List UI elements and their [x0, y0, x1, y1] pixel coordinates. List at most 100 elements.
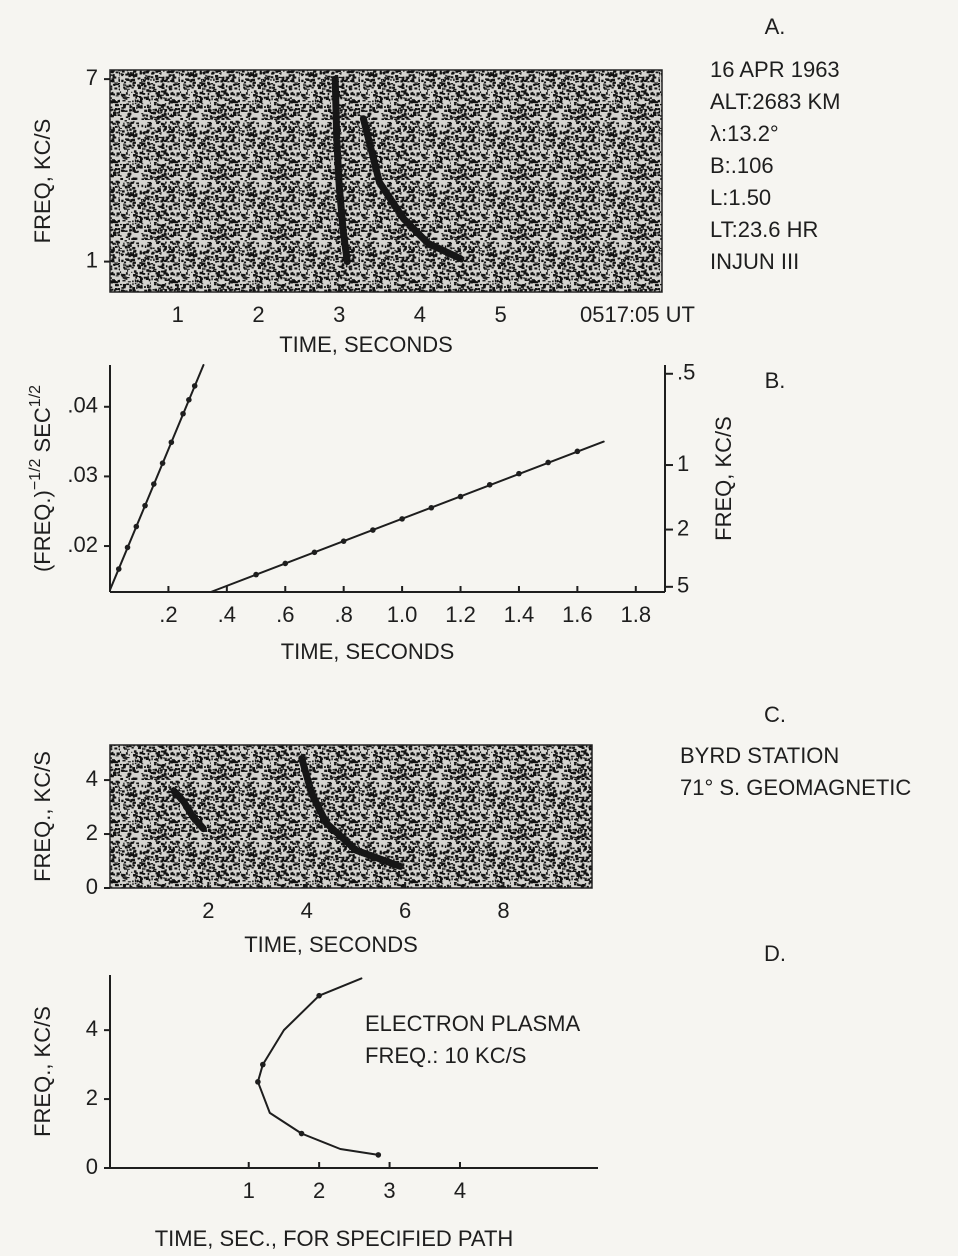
- data-point: [370, 527, 376, 533]
- data-point: [260, 1061, 266, 1068]
- data-point: [151, 481, 157, 487]
- panel-label: A.: [765, 14, 786, 39]
- x-tick-label: .6: [276, 602, 294, 627]
- data-point: [159, 460, 166, 466]
- data-point: [486, 481, 493, 488]
- spectrogram-noise: [110, 70, 662, 292]
- annotation: ALT:2683 KM: [710, 89, 840, 114]
- x-tick-label: .8: [335, 602, 353, 627]
- y-axis-label: FREQ, KC/S: [30, 119, 55, 244]
- panel-label: D.: [764, 941, 786, 966]
- panel-label: C.: [764, 702, 786, 727]
- data-point: [340, 538, 347, 544]
- y2-tick-label: 1: [677, 451, 689, 476]
- annotation: FREQ.: 10 KC/S: [365, 1043, 526, 1068]
- data-point: [428, 504, 435, 511]
- data-point: [124, 544, 131, 551]
- annotation: 71° S. GEOMAGNETIC: [680, 775, 911, 800]
- curve: [256, 977, 380, 1156]
- annotation: L:1.50: [710, 185, 771, 210]
- x-tick-label: 2: [202, 898, 214, 923]
- whistler-trace: [331, 75, 351, 266]
- x-tick-label: 1: [172, 302, 184, 327]
- annotation: λ:13.2°: [710, 121, 779, 146]
- y-axis-label: (FREQ.)−1/2 SEC1/2: [27, 385, 55, 572]
- spectrogram-noise: [110, 745, 592, 888]
- x-tick-label: 2: [252, 302, 264, 327]
- y-axis-label-part: 1/2: [27, 385, 44, 407]
- curve: [209, 440, 605, 593]
- y-tick-label: 2: [86, 820, 98, 845]
- data-point: [115, 566, 122, 572]
- y-tick-label: 0: [86, 1154, 98, 1179]
- data-point: [298, 1130, 305, 1137]
- x-tick-label: 1: [243, 1178, 255, 1203]
- y2-axis-label: FREQ, KC/S: [711, 416, 736, 541]
- annotation: INJUN III: [710, 249, 799, 274]
- data-point: [142, 502, 148, 509]
- y-axis-label: FREQ., KC/S: [30, 1006, 55, 1137]
- data-point: [375, 1152, 382, 1158]
- x-tick-label: 1.4: [504, 602, 535, 627]
- y-tick-label: .03: [67, 462, 98, 487]
- y-tick-label: .02: [67, 532, 98, 557]
- x-tick-label: 4: [414, 302, 426, 327]
- x-tick-label: 1.0: [387, 602, 418, 627]
- x-tick-label: 3: [383, 1178, 395, 1203]
- y-axis-label-part: SEC: [30, 407, 55, 458]
- x-tick-label: 1.6: [562, 602, 593, 627]
- data-point: [311, 549, 318, 556]
- x-tick-label: 8: [497, 898, 509, 923]
- data-point: [133, 523, 140, 530]
- data-point: [168, 439, 175, 446]
- x-tick-label: .4: [218, 602, 236, 627]
- x-tick-label: 5: [494, 302, 506, 327]
- y-axis-label: FREQ., KC/S: [30, 751, 55, 882]
- y-tick-label: .04: [67, 393, 98, 418]
- annotation: BYRD STATION: [680, 743, 839, 768]
- data-point: [180, 410, 186, 417]
- data-point: [253, 571, 259, 578]
- data-point: [457, 493, 464, 500]
- data-point: [191, 383, 198, 389]
- y-axis-label-part: −1/2: [27, 458, 44, 490]
- plot-frame: [109, 744, 593, 889]
- x-axis-label: TIME, SECONDS: [279, 332, 453, 357]
- annotation: B:.106: [710, 153, 774, 178]
- x-axis-label: TIME, SECONDS: [244, 932, 418, 957]
- data-point: [255, 1079, 261, 1085]
- x-tick-label: 1.2: [445, 602, 476, 627]
- x-tick-label: 6: [399, 898, 411, 923]
- time-stamp: 0517:05 UT: [580, 302, 695, 327]
- y-tick-label: 4: [86, 1016, 98, 1041]
- x-tick-label: 2: [313, 1178, 325, 1203]
- annotation: 16 APR 1963: [710, 57, 840, 82]
- data-point: [316, 992, 322, 999]
- x-axis-label: TIME, SECONDS: [281, 639, 455, 664]
- y2-tick-label: 2: [677, 515, 689, 540]
- x-tick-label: 3: [333, 302, 345, 327]
- whistler-trace: [170, 787, 207, 833]
- y-tick-label: 7: [86, 65, 98, 90]
- y2-tick-label: .5: [677, 360, 695, 385]
- data-point: [545, 459, 551, 466]
- y-tick-label: 4: [86, 766, 98, 791]
- annotation: LT:23.6 HR: [710, 217, 818, 242]
- x-tick-label: 1.8: [620, 602, 651, 627]
- plot-frame: [109, 69, 663, 293]
- whistler-trace: [298, 755, 404, 870]
- data-point: [516, 470, 522, 477]
- x-tick-label: .2: [159, 602, 177, 627]
- y-tick-label: 2: [86, 1085, 98, 1110]
- x-tick-label: 4: [454, 1178, 466, 1203]
- data-point: [574, 448, 581, 455]
- y-axis-label-part: (FREQ.): [30, 490, 55, 572]
- x-tick-label: 4: [301, 898, 313, 923]
- y-tick-label: 0: [86, 874, 98, 899]
- y2-tick-label: 5: [677, 573, 689, 598]
- x-axis-label: TIME, SEC., FOR SPECIFIED PATH: [155, 1226, 514, 1251]
- whistler-trace: [359, 115, 464, 262]
- curve: [109, 364, 205, 591]
- data-point: [186, 397, 192, 403]
